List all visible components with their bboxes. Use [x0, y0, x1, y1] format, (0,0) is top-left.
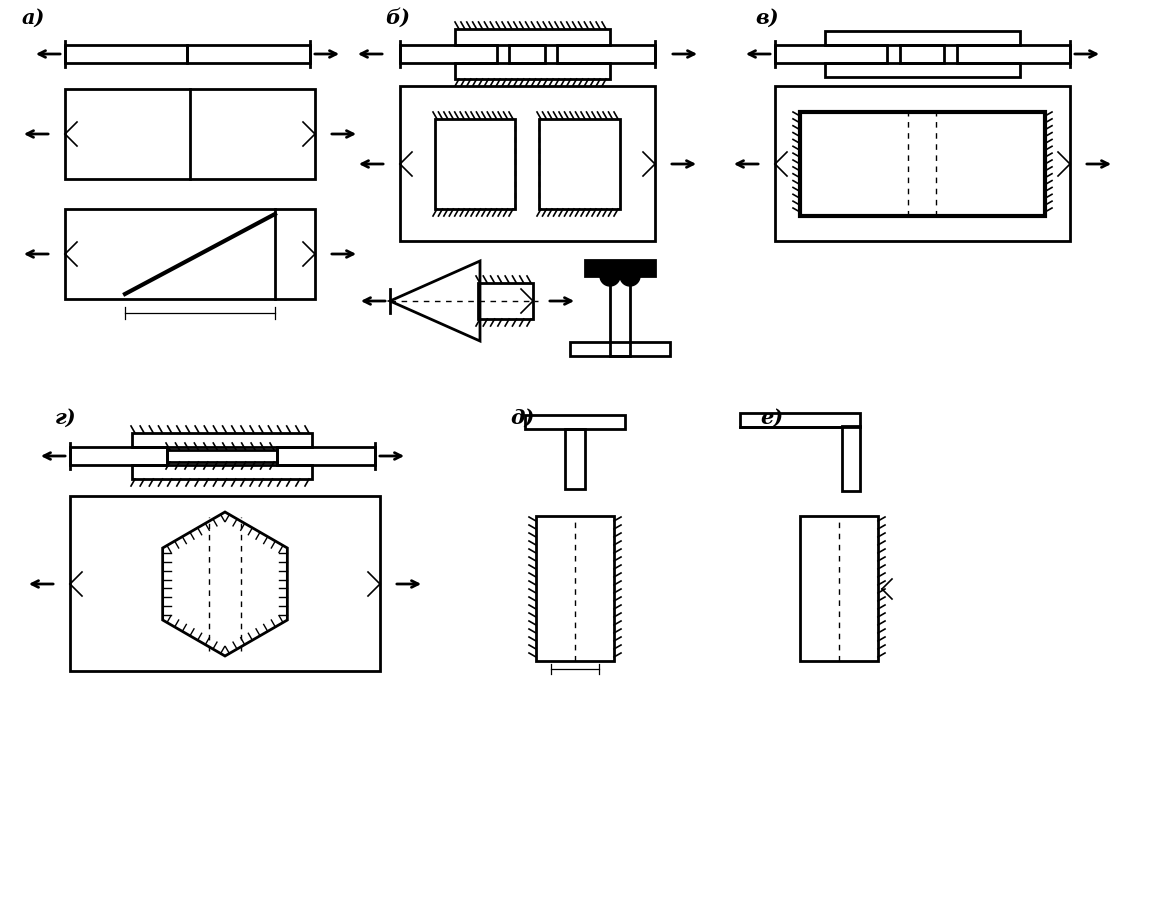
- Bar: [775, 45, 887, 63]
- Bar: [539, 119, 620, 209]
- Bar: [526, 415, 625, 429]
- Text: в): в): [755, 8, 778, 28]
- Bar: [900, 45, 944, 63]
- Bar: [842, 426, 860, 491]
- Bar: [435, 119, 515, 209]
- Text: г): г): [55, 408, 76, 428]
- Bar: [455, 29, 610, 45]
- Bar: [557, 45, 655, 63]
- Bar: [740, 413, 860, 427]
- Text: б): б): [385, 8, 410, 28]
- Bar: [277, 447, 375, 465]
- Bar: [800, 516, 878, 661]
- Text: а): а): [22, 8, 45, 28]
- Bar: [455, 63, 610, 79]
- Bar: [565, 429, 584, 489]
- Bar: [825, 63, 1020, 77]
- Bar: [70, 447, 167, 465]
- Bar: [536, 516, 614, 661]
- Bar: [167, 450, 277, 462]
- Bar: [825, 31, 1020, 45]
- Bar: [400, 45, 497, 63]
- Text: е): е): [760, 408, 783, 428]
- Bar: [65, 45, 187, 63]
- Bar: [65, 209, 315, 299]
- Bar: [132, 465, 312, 479]
- Bar: [800, 112, 1045, 216]
- Bar: [775, 86, 1070, 241]
- Bar: [132, 433, 312, 447]
- Bar: [509, 45, 545, 63]
- Bar: [957, 45, 1070, 63]
- Bar: [478, 283, 532, 319]
- Bar: [610, 276, 629, 356]
- Bar: [187, 45, 310, 63]
- Bar: [571, 342, 670, 356]
- Bar: [70, 496, 380, 671]
- Bar: [584, 260, 655, 276]
- Polygon shape: [599, 276, 620, 286]
- Bar: [400, 86, 655, 241]
- Text: д): д): [511, 408, 535, 428]
- Bar: [65, 89, 315, 179]
- Polygon shape: [620, 276, 640, 286]
